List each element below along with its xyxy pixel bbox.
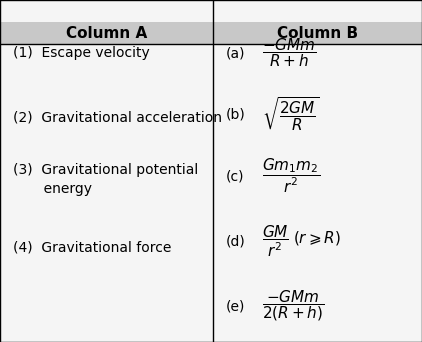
Text: (3)  Gravitational potential
       energy: (3) Gravitational potential energy [13,163,198,196]
Text: Column A: Column A [66,26,147,41]
Text: (2)  Gravitational acceleration: (2) Gravitational acceleration [13,111,222,125]
Text: (c): (c) [226,169,244,183]
Text: $\dfrac{GM}{r^2}\;(r \geqslant R)$: $\dfrac{GM}{r^2}\;(r \geqslant R)$ [262,223,341,259]
Text: Column B: Column B [277,26,358,41]
Text: $\sqrt{\dfrac{2GM}{R}}$: $\sqrt{\dfrac{2GM}{R}}$ [262,96,319,133]
Text: $\dfrac{-GMm}{2(R+h)}$: $\dfrac{-GMm}{2(R+h)}$ [262,289,324,324]
Text: (e): (e) [226,299,245,313]
Text: (d): (d) [226,234,246,248]
Text: $\dfrac{-GMm}{R+h}$: $\dfrac{-GMm}{R+h}$ [262,37,316,69]
Text: $\dfrac{Gm_1 m_2}{r^2}$: $\dfrac{Gm_1 m_2}{r^2}$ [262,157,319,195]
Text: (b): (b) [226,108,246,121]
FancyBboxPatch shape [0,22,422,44]
Text: (1)  Escape velocity: (1) Escape velocity [13,46,149,60]
Text: (a): (a) [226,46,245,60]
Text: (4)  Gravitational force: (4) Gravitational force [13,241,171,255]
